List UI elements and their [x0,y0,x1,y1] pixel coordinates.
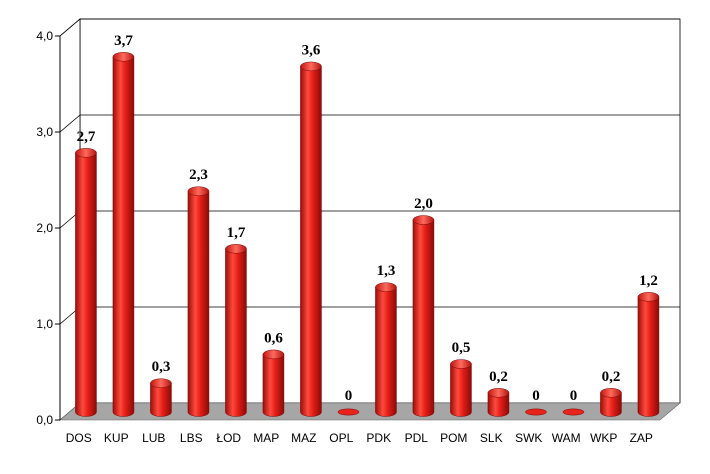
bar-cap-OPL [337,408,360,416]
bar-body-LUB [150,382,172,417]
bar-SWK [525,408,547,416]
x-tick-label-LUB: LUB [142,431,165,445]
data-label-LBS: 2,3 [189,167,208,183]
bar-cap-LUB [150,378,172,388]
data-label-ZAP: 1,2 [639,273,658,289]
data-labels: 2,7 3,7 0,3 2,3 1,7 0,6 3,6 0 1,3 2,0 0,5 0,2 0 0 0,2 1… [77,33,658,404]
x-tick-label-LBS: LBS [180,431,203,445]
x-tick-label-POM: POM [440,431,467,445]
bar-body-PDK [375,286,397,417]
data-label-LUB: 0,3 [152,359,171,375]
bar-MAZ [300,61,322,417]
y-axis: 0,0 1,0 2,0 3,0 4,0 [36,29,61,427]
y-tick-label-2: 2,0 [36,221,53,235]
x-tick-label-ZAP: ZAP [630,431,653,445]
bar-body-KUP [112,56,135,417]
bar-cap-MAP [262,349,285,360]
bar-cap-KUP [112,52,135,62]
x-tick-label-WKP: WKP [590,431,617,445]
bar-cap-MAZ [300,61,322,72]
x-tick-label-MAZ: MAZ [291,431,316,445]
bar-KUP [112,52,135,417]
bar-LBS [187,186,210,417]
bar-cap-LBS [187,186,210,196]
bar-cap-WAM [562,408,585,416]
bar-ŁOD [225,244,247,417]
bar-OPL [337,408,360,416]
data-label-DOS: 2,7 [77,129,96,145]
data-label-KUP: 3,7 [114,33,133,49]
bar-body-WKP [600,392,622,417]
gridline-3 [59,114,81,133]
x-tick-label-ŁOD: ŁOD [216,431,241,445]
bar-cap-ŁOD [225,244,247,254]
y-tick-label-3: 3,0 [36,125,53,139]
bar-WAM [562,408,585,416]
bars [75,52,660,417]
y-tick-label-0: 0,0 [36,413,53,427]
gridline-4 [59,18,81,37]
x-tick-label-WAM: WAM [552,431,581,445]
bar-PDK [375,282,397,417]
bar-DOS [75,148,97,417]
bar-cap-SWK [525,408,547,416]
data-label-PDL: 2,0 [414,196,433,212]
bar-body-LBS [187,190,210,417]
bar-body-ZAP [637,296,660,417]
bar-cap-SLK [487,388,510,398]
x-tick-label-OPL: OPL [329,431,353,445]
bar-body-POM [450,363,472,417]
bar-LUB [150,378,172,417]
bar-body-MAZ [300,66,322,417]
bar-body-ŁOD [225,248,247,417]
data-label-WKP: 0,2 [602,369,621,385]
data-label-OPL: 0 [345,388,353,404]
bar-SLK [487,388,510,417]
data-label-MAZ: 3,6 [302,42,321,58]
data-label-POM: 0,5 [452,340,471,356]
x-tick-label-SWK: SWK [515,431,542,445]
data-label-SWK: 0 [532,388,540,404]
floor-plane [59,402,681,421]
bar-cap-POM [450,359,472,369]
bar-PDL [412,215,435,417]
x-tick-label-PDK: PDK [366,431,391,445]
bar-body-DOS [75,152,97,417]
data-label-MAP: 0,6 [264,330,283,346]
x-tick-label-DOS: DOS [66,431,92,445]
data-label-PDK: 1,3 [377,263,396,279]
bar-WKP [600,388,622,417]
data-label-ŁOD: 1,7 [227,225,246,241]
y-tick-label-4: 4,0 [36,29,53,43]
x-tick-label-KUP: KUP [104,431,129,445]
y-tick-label-1: 1,0 [36,317,53,331]
bar-POM [450,359,472,417]
x-axis: DOS KUP LUB LBS ŁOD MAP MAZ OPL PDK PDL POM SLK SWK W… [66,431,653,445]
bar-MAP [262,349,285,417]
chart-floor [59,402,681,421]
data-label-SLK: 0,2 [489,369,508,385]
x-tick-label-PDL: PDL [405,431,429,445]
bar-cap-ZAP [637,292,660,302]
bar-cap-PDL [412,215,435,225]
bar-body-MAP [262,354,285,417]
data-label-WAM: 0 [570,388,578,404]
bar-cap-DOS [75,148,97,158]
bar-ZAP [637,292,660,417]
x-tick-label-SLK: SLK [480,431,503,445]
x-tick-label-MAP: MAP [253,431,279,445]
bar-cap-PDK [375,282,397,292]
bar-body-SLK [487,392,510,417]
bar-cap-WKP [600,388,622,398]
bar-body-PDL [412,219,435,417]
